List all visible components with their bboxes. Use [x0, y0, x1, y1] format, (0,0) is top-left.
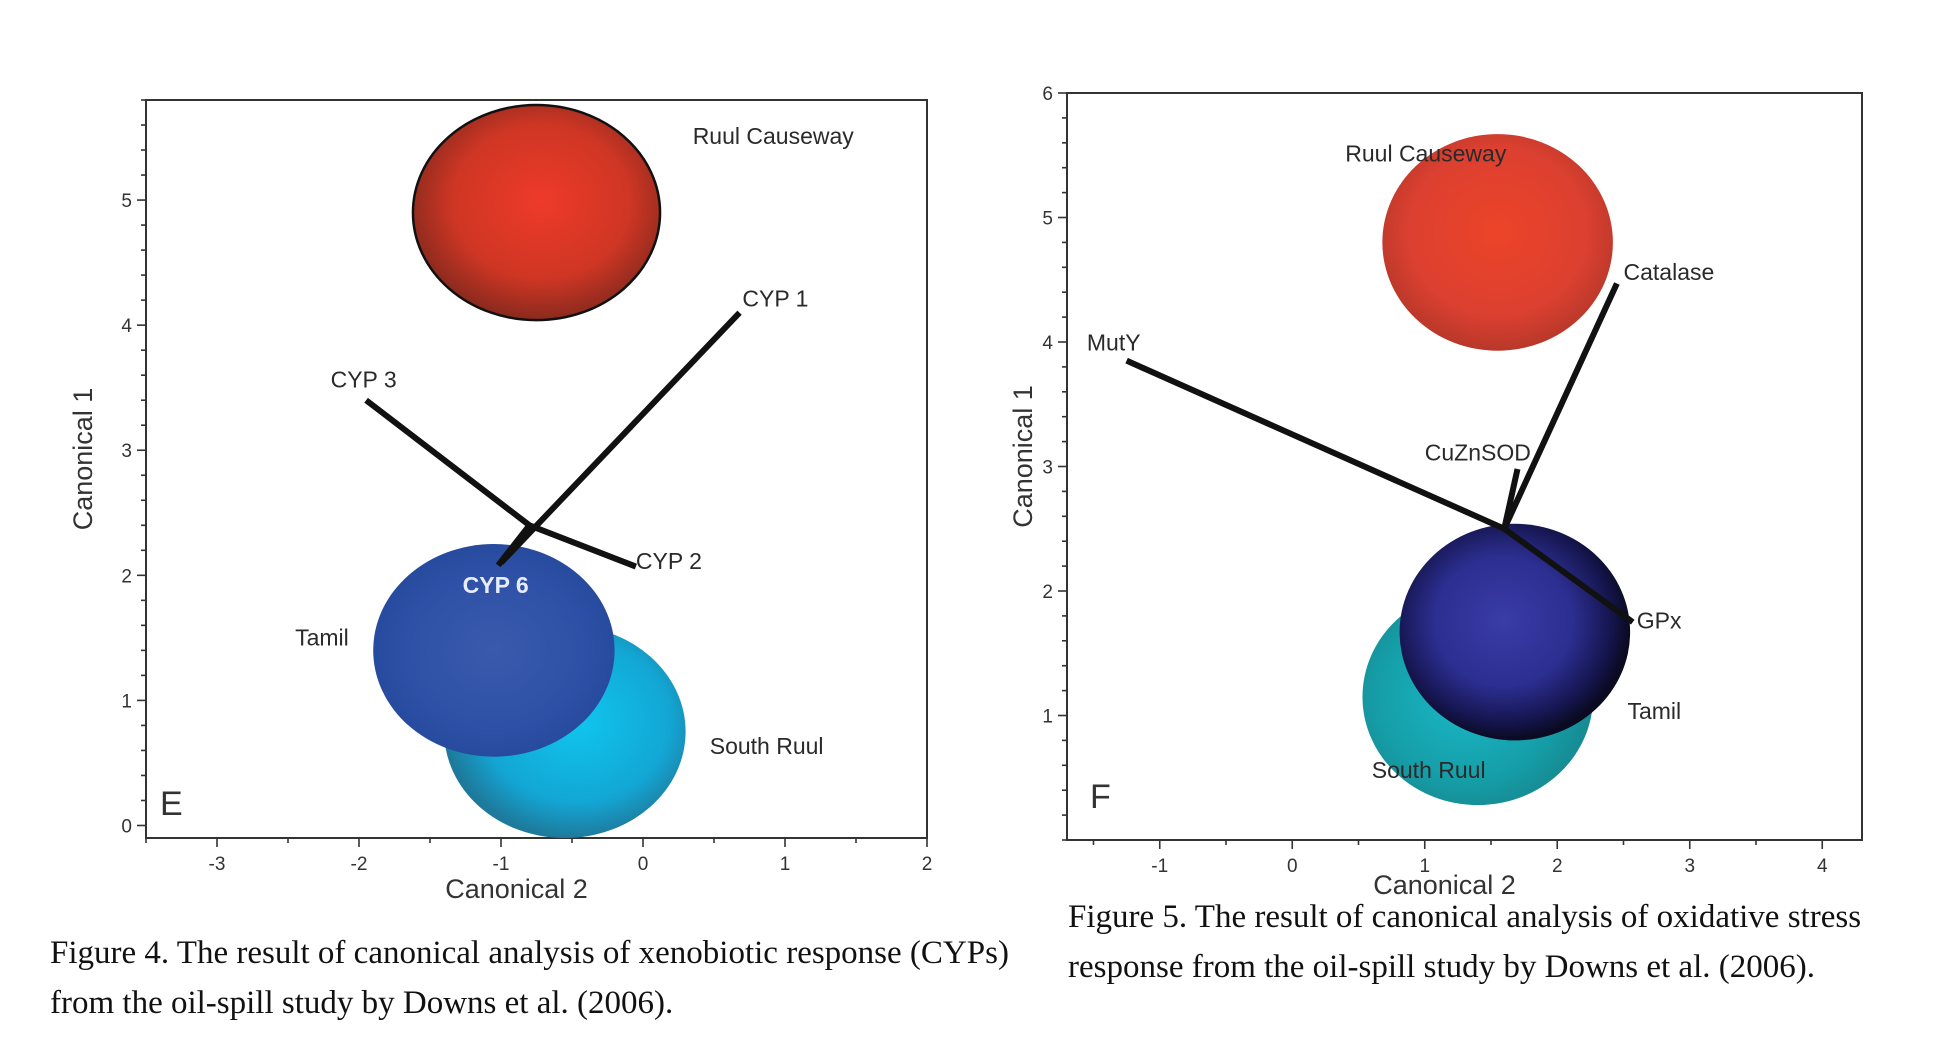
panel-f-label-gpx: GPx: [1637, 607, 1682, 633]
panel-e-x-tick-label: -1: [493, 854, 510, 875]
panel-f-y-axis-title: Canonical 1: [1008, 385, 1038, 528]
figure-4-caption: Figure 4. The result of canonical analys…: [50, 935, 1009, 1021]
panel-e-y-tick-label: 4: [121, 316, 132, 337]
panel-f-group-tamil: [1399, 523, 1631, 741]
panel-e-x-axis-title: Canonical 2: [445, 874, 588, 904]
panel-f-label-south-ruul: South Ruul: [1372, 757, 1486, 783]
panel-f-label-tamil: Tamil: [1627, 698, 1681, 724]
panel-f-label-cuznsod: CuZnSOD: [1425, 439, 1531, 465]
panel-f-x-tick-label: 4: [1817, 856, 1828, 877]
panel-f-chart: -1 0 1 2 3 4 1 2 3 4 5 6 Canonical 2 Canonical 1 Ruul …: [1008, 84, 1863, 900]
panel-f-x-axis-title: Canonical 2: [1373, 870, 1516, 900]
panel-e-x-tick-label: 2: [922, 854, 933, 875]
panel-e-label-cyp-6: CYP 6: [463, 572, 529, 598]
panel-e-y-tick-label: 3: [121, 441, 132, 462]
panel-e-label-south-ruul: South Ruul: [710, 733, 824, 759]
panel-f-y-tick-label: 5: [1042, 209, 1053, 230]
panel-f-panel-letter: F: [1090, 778, 1111, 816]
panel-f-label-ruul-causeway: Ruul Causeway: [1345, 140, 1507, 166]
panel-f-x-tick-label: 1: [1419, 856, 1430, 877]
panel-f-label-catalase: Catalase: [1624, 259, 1715, 285]
panel-e-x-tick-label: 1: [780, 854, 791, 875]
panel-e-label-cyp-3: CYP 3: [331, 367, 397, 393]
panel-e-vector-cyp-6: [495, 523, 532, 568]
panel-f-vector-cuznsod: [1501, 468, 1521, 530]
panel-e-y-axis-title: Canonical 1: [68, 388, 98, 531]
panel-e-y-tick-label: 2: [121, 566, 132, 587]
panel-f-y-tick-label: 3: [1042, 458, 1053, 479]
figure-5-caption: Figure 5. The result of canonical analys…: [1068, 899, 1862, 985]
panel-e-label-cyp-1: CYP 1: [742, 285, 808, 311]
panel-e-y-tick-label: 1: [121, 691, 132, 712]
panel-f-x-tick-label: -1: [1151, 856, 1168, 877]
panel-f-y-tick-label: 4: [1042, 333, 1053, 354]
panel-e-y-tick-label: 5: [121, 191, 132, 212]
panel-e-chart: -3 -2 -1 0 1 2 0 1 2 3 4 5 Canonical 2 Canonical 1 Ruu…: [68, 99, 933, 904]
panel-f-x-tick-label: 3: [1684, 856, 1695, 877]
panel-e-group-tamil: [373, 544, 615, 757]
panel-e-vector-cyp-2: [528, 522, 637, 570]
panel-e-panel-letter: E: [160, 785, 183, 823]
panel-e-label-cyp-2: CYP 2: [636, 548, 702, 574]
panel-f-y-tick-label: 1: [1042, 707, 1053, 728]
panel-f-vector-catalase: [1501, 282, 1620, 531]
panel-f-y-tick-label: 2: [1042, 582, 1053, 603]
panel-e-y-tick-label: 0: [121, 816, 132, 837]
panel-e-vector-cyp-3: [364, 397, 532, 528]
panel-f-group-ruul-causeway: [1382, 134, 1613, 351]
panel-e-label-tamil: Tamil: [295, 624, 349, 650]
panel-e-x-tick-label: 0: [638, 854, 649, 875]
panel-e-label-ruul-causeway: Ruul Causeway: [693, 123, 855, 149]
panel-f-y-tick-label: 6: [1042, 84, 1053, 105]
panel-e-plot-frame: [145, 99, 928, 839]
panel-e-vector-cyp-1: [498, 310, 742, 565]
panel-e-x-tick-label: -2: [351, 854, 368, 875]
panel-f-vector-muty: [1125, 357, 1506, 532]
panel-f-label-muty: MutY: [1087, 330, 1141, 356]
panel-f-vector-gpx: [1502, 526, 1635, 625]
panel-f-x-tick-label: 0: [1287, 856, 1298, 877]
panel-e-group-ruul-causeway: [411, 103, 662, 322]
panel-f-x-tick-label: 2: [1552, 856, 1563, 877]
panel-e-x-tick-label: -3: [209, 854, 226, 875]
